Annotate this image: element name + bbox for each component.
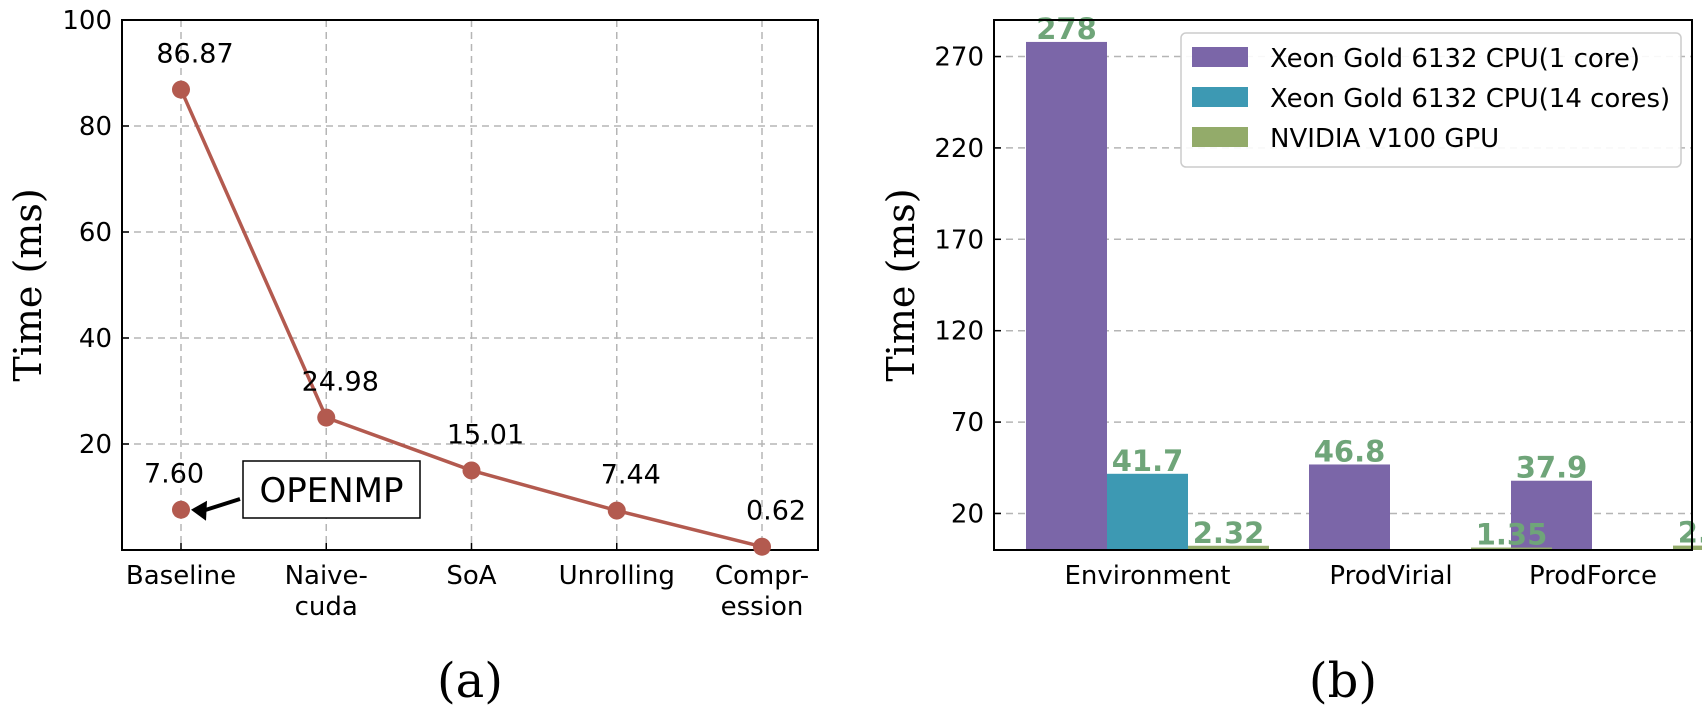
bar [1511, 480, 1592, 550]
legend: Xeon Gold 6132 CPU(1 core) Xeon Gold 6132… [1180, 32, 1682, 168]
x-tick-label: ession [721, 592, 804, 622]
bar [1309, 464, 1390, 550]
panel-label: (b) [1309, 653, 1377, 709]
chart-b: 278 46.8 37.9 41.7 2.32 1.35 2.41 20 70 120 170 220… [879, 12, 1702, 709]
legend-frame [1180, 32, 1682, 168]
x-tick-label: Unrolling [559, 561, 675, 591]
annotation-text: OPENMP [259, 471, 403, 511]
x-tick-label: ProdForce [1529, 561, 1657, 591]
legend-label: Xeon Gold 6132 CPU(14 cores) [1270, 84, 1670, 114]
legend-swatch [1192, 47, 1248, 67]
y-tick-label: 70 [951, 408, 984, 438]
y-tick-label: 20 [79, 430, 112, 460]
y-tick-label: 120 [934, 317, 984, 347]
y-tick-label: 270 [934, 43, 984, 73]
x-tick-label: SoA [446, 561, 496, 591]
data-point [317, 408, 336, 427]
x-tick-label: Baseline [126, 561, 236, 591]
y-tick-label: 20 [951, 499, 984, 529]
chart-a: 20 40 60 80 100 Baseline Naive-cuda SoA Unrollin… [6, 6, 819, 709]
bar-value-label: 2.41 [1678, 516, 1702, 550]
y-axis-label: Time (ms) [6, 188, 50, 381]
bar-value-label: 37.9 [1516, 451, 1588, 485]
bar-value-label: 46.8 [1314, 434, 1386, 468]
y-tick-label: 40 [79, 324, 112, 354]
y-tick-label: 170 [934, 225, 984, 255]
panel-label: (a) [437, 653, 503, 709]
x-tick-label: Environment [1064, 561, 1230, 591]
data-label: 86.87 [156, 39, 233, 70]
bar-value-label: 2.32 [1193, 516, 1265, 550]
data-label: 7.44 [601, 460, 661, 491]
bar [1107, 473, 1188, 550]
bar [1673, 545, 1702, 550]
data-point [753, 537, 771, 556]
bar [1188, 545, 1269, 550]
x-tick-label: Compr- [715, 561, 809, 591]
bar [1026, 41, 1107, 551]
data-point [172, 500, 190, 519]
bar-value-label: 41.7 [1112, 444, 1184, 478]
annotation-arrow [202, 497, 241, 513]
legend-label: NVIDIA V100 GPU [1270, 124, 1499, 154]
y-tick-label: 60 [79, 218, 112, 248]
legend-label: Xeon Gold 6132 CPU(1 core) [1270, 44, 1640, 74]
data-point [607, 501, 626, 520]
bar-value-label: 1.35 [1476, 518, 1548, 552]
bar-value-label: 278 [1036, 12, 1097, 46]
y-tick-label: 220 [934, 134, 984, 164]
x-tick-label: ProdVirial [1329, 561, 1452, 591]
legend-swatch [1192, 87, 1248, 107]
plot-frame [993, 19, 1693, 551]
arrow-head [191, 500, 207, 521]
plot-frame [121, 19, 819, 551]
y-axis-label: Time (ms) [879, 188, 923, 381]
bar [1471, 547, 1552, 550]
data-point [462, 461, 481, 480]
y-tick-label: 100 [62, 6, 112, 36]
data-point [172, 80, 190, 99]
y-tick-label: 80 [79, 112, 112, 142]
x-tick-label: Naive- [285, 561, 368, 591]
annotation-box [242, 460, 421, 519]
data-label: 15.01 [447, 419, 524, 450]
data-label: 0.62 [746, 496, 806, 527]
legend-swatch [1192, 127, 1248, 147]
x-tick-label: cuda [295, 592, 358, 622]
data-label: 7.60 [144, 459, 204, 490]
data-label: 24.98 [302, 367, 379, 398]
